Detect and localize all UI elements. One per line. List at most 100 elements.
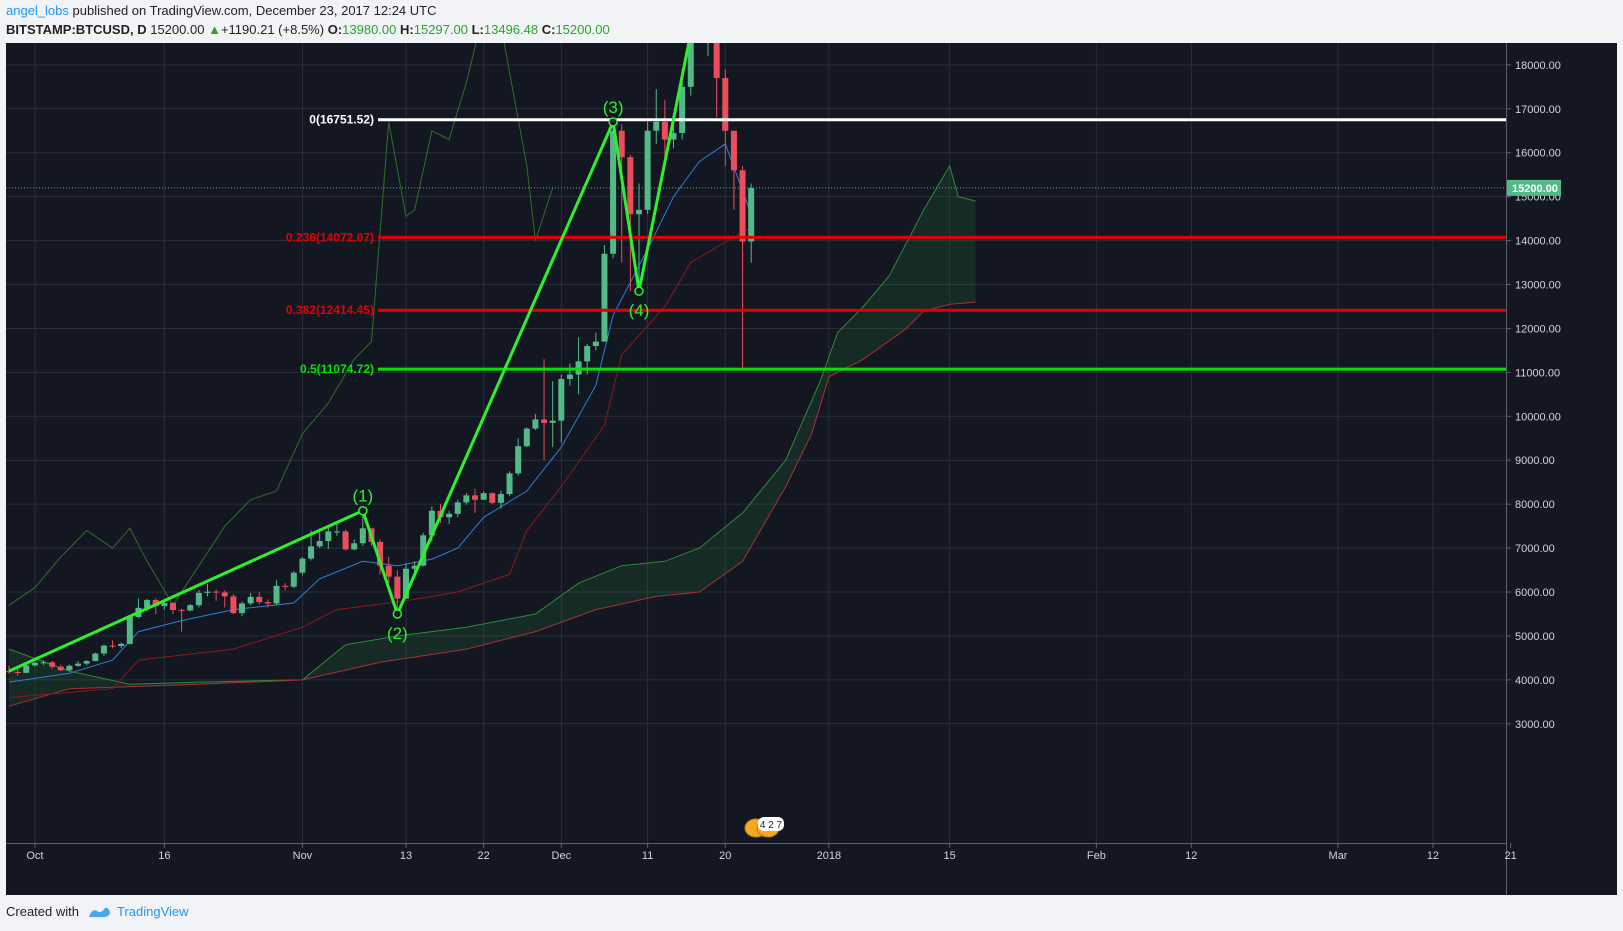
candle-body — [670, 132, 677, 140]
axes: 3000.00 4000.00 5000.00 6000.00 7000.00 8000.… — [6, 16, 1617, 895]
fibonacci-levels[interactable]: 0(16751.52) 0.236(14072.07) 0.382(12414.45… — [286, 113, 1506, 376]
up-arrow-icon: ▲ — [208, 22, 221, 37]
fib-level-label: 0.382(12414.45) — [286, 303, 374, 317]
candle — [489, 492, 496, 505]
published-text: published on TradingView.com, December 2… — [72, 3, 437, 18]
price-chart[interactable]: 0(16751.52) 0.236(14072.07) 0.382(12414.45… — [6, 0, 1617, 895]
x-tick-label: Oct — [26, 850, 43, 862]
candle-body — [204, 591, 211, 593]
candle-body — [627, 157, 634, 215]
y-tick-label: 14000.00 — [1515, 236, 1561, 248]
candle-body — [161, 603, 168, 607]
candle-body — [687, 12, 694, 87]
candle — [333, 521, 340, 536]
candle — [126, 616, 133, 645]
y-tick-label: 6000.00 — [1515, 587, 1555, 599]
candle-body — [187, 605, 194, 611]
candle — [221, 590, 228, 608]
plot-background — [6, 43, 1506, 843]
ichimoku-cloud — [8, 164, 976, 707]
candle-body — [661, 121, 668, 140]
candle-body — [584, 346, 591, 362]
candle — [187, 603, 194, 612]
candle — [627, 154, 634, 292]
candle — [100, 644, 107, 656]
candle-body — [377, 541, 384, 566]
candle-body — [402, 568, 409, 599]
candle-body — [679, 86, 686, 133]
author-link[interactable]: angel_lobs — [6, 3, 69, 18]
candle-body — [713, 23, 720, 79]
wave-label: (1) — [352, 487, 373, 506]
last-price-label: 15200.00 — [1512, 183, 1558, 195]
low-value: 13496.48 — [483, 22, 539, 37]
candle-body — [601, 253, 608, 342]
close-value: 15200.00 — [555, 22, 610, 37]
candle-body — [446, 513, 453, 518]
candle — [394, 570, 401, 614]
candle — [92, 652, 99, 662]
x-tick-label: 16 — [158, 850, 170, 862]
candle — [247, 592, 254, 606]
created-with-text: Created with — [6, 904, 79, 919]
wave-point[interactable] — [358, 505, 368, 516]
candle-body — [653, 121, 660, 131]
candle — [239, 601, 246, 617]
candle-body — [118, 643, 125, 647]
last-price: 15200.00 — [150, 22, 205, 37]
candle — [109, 640, 116, 649]
candle — [264, 599, 271, 608]
candle-body — [411, 565, 418, 569]
candle-body — [92, 653, 99, 661]
candle-body — [635, 209, 642, 215]
y-axis-panel — [1506, 43, 1617, 895]
x-axis-panel — [6, 843, 1506, 895]
x-tick-label: 21 — [1504, 850, 1516, 862]
wave-point[interactable] — [634, 286, 644, 296]
elliott-waves[interactable]: (1)(2)(3)(4)(5) — [8, 0, 710, 673]
x-tick-label: 22 — [478, 850, 490, 862]
y-tick-label: 7000.00 — [1515, 543, 1555, 555]
candle-body — [610, 130, 617, 254]
news-badge[interactable]: 4 2 7 — [744, 817, 784, 838]
candle — [256, 592, 263, 605]
candle — [204, 584, 211, 597]
candle-body — [454, 502, 461, 514]
candle-body — [213, 591, 220, 593]
wave-label: (4) — [629, 301, 650, 320]
wave-path[interactable] — [8, 0, 699, 673]
wave-point[interactable] — [608, 117, 618, 127]
y-tick-label: 10000.00 — [1515, 411, 1561, 423]
candle — [730, 130, 737, 210]
candle — [644, 121, 651, 215]
grid-lines — [6, 20, 1512, 843]
fib-level-label: 0(16751.52) — [309, 113, 374, 127]
candle-body — [463, 495, 470, 503]
wave-label: (2) — [387, 624, 408, 643]
candle — [653, 89, 660, 144]
tradingview-link[interactable]: TradingView — [116, 904, 189, 919]
candles — [6, 0, 755, 676]
wave-point[interactable] — [392, 609, 403, 619]
candle — [230, 594, 237, 614]
candle — [480, 491, 487, 500]
candle — [420, 532, 427, 567]
candle — [75, 660, 82, 667]
candle — [472, 488, 479, 513]
candle-body — [6, 671, 12, 673]
chart-container[interactable]: 0(16751.52) 0.236(14072.07) 0.382(12414.45… — [6, 0, 1617, 895]
candle — [282, 583, 289, 591]
candle-body — [342, 531, 349, 550]
y-tick-label: 8000.00 — [1515, 499, 1555, 511]
candle — [722, 69, 729, 166]
y-tick-label: 16000.00 — [1515, 148, 1561, 160]
candle-body — [282, 585, 289, 587]
candle — [31, 661, 38, 667]
badge-bubble — [758, 817, 784, 831]
x-tick-label: Nov — [293, 850, 313, 862]
candle — [532, 414, 539, 430]
y-tick-label: 13000.00 — [1515, 280, 1561, 292]
footer: Created with TradingView — [6, 904, 189, 919]
candle — [359, 510, 366, 546]
candle — [618, 124, 625, 263]
